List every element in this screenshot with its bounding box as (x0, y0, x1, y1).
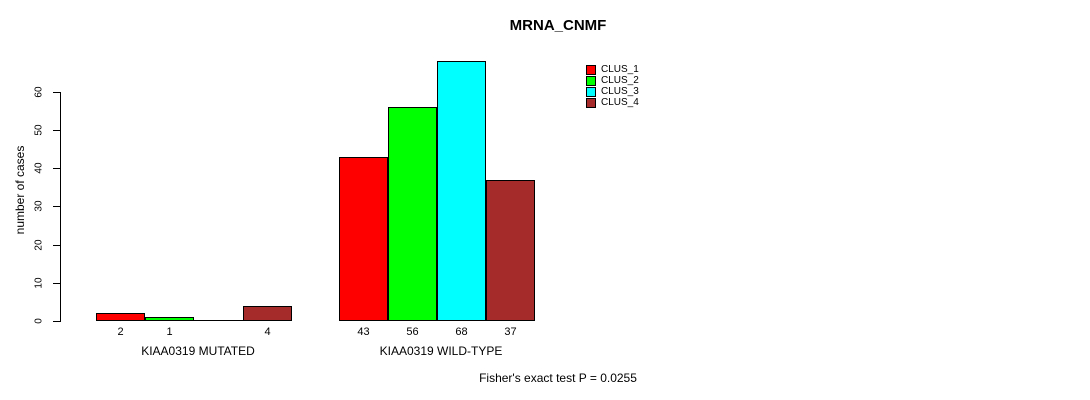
y-axis-tick (53, 91, 60, 93)
legend-label: CLUS_4 (601, 97, 639, 108)
legend-item: CLUS_1 (586, 64, 639, 75)
y-axis-tick (53, 282, 60, 284)
legend-swatch (586, 75, 596, 86)
bar (243, 306, 292, 321)
chart-title: MRNA_CNMF (509, 17, 607, 34)
y-axis-tick-label: 20 (33, 239, 45, 251)
y-axis-tick-label: 10 (33, 277, 45, 289)
y-axis-tick (53, 168, 60, 170)
y-axis-tick-label: 0 (33, 318, 45, 324)
bar-value-label: 43 (357, 326, 370, 338)
bar (96, 313, 145, 321)
bar-value-label: 1 (166, 326, 173, 338)
zero-height-bar (194, 320, 243, 321)
bar (339, 157, 388, 321)
legend: CLUS_1 CLUS_2 CLUS_3 CLUS_4 (586, 64, 639, 108)
bar-value-label: 2 (117, 326, 124, 338)
y-axis-tick (53, 321, 60, 322)
bar (145, 317, 194, 321)
bar-value-label: 37 (504, 326, 517, 338)
y-axis-tick-label: 30 (33, 200, 45, 212)
legend-label: CLUS_2 (601, 75, 639, 86)
legend-label: CLUS_3 (601, 86, 639, 97)
legend-item: CLUS_4 (586, 97, 639, 108)
y-axis-tick-label: 60 (33, 86, 45, 98)
bar (437, 61, 486, 321)
legend-swatch (586, 64, 596, 75)
y-axis-tick (53, 244, 60, 246)
bar-value-label: 56 (406, 326, 419, 338)
group-label: KIAA0319 WILD-TYPE (379, 344, 503, 358)
y-axis-tick (53, 206, 60, 208)
group-label: KIAA0319 MUTATED (141, 344, 255, 358)
bar (388, 107, 437, 321)
legend-item: CLUS_3 (586, 86, 639, 97)
y-axis-tick-label: 50 (33, 124, 45, 136)
legend-label: CLUS_1 (601, 64, 639, 75)
legend-swatch (586, 86, 596, 97)
annotation-text: Fisher's exact test P = 0.0255 (479, 371, 637, 385)
y-axis-label: number of cases (13, 145, 27, 235)
y-axis-tick-label: 40 (33, 162, 45, 174)
legend-swatch (586, 97, 596, 108)
bar-value-label: 4 (264, 326, 271, 338)
bar-value-label: 68 (455, 326, 468, 338)
y-axis-line (60, 92, 61, 322)
bar (486, 180, 535, 321)
y-axis-tick (53, 130, 60, 131)
legend-item: CLUS_2 (586, 75, 639, 86)
